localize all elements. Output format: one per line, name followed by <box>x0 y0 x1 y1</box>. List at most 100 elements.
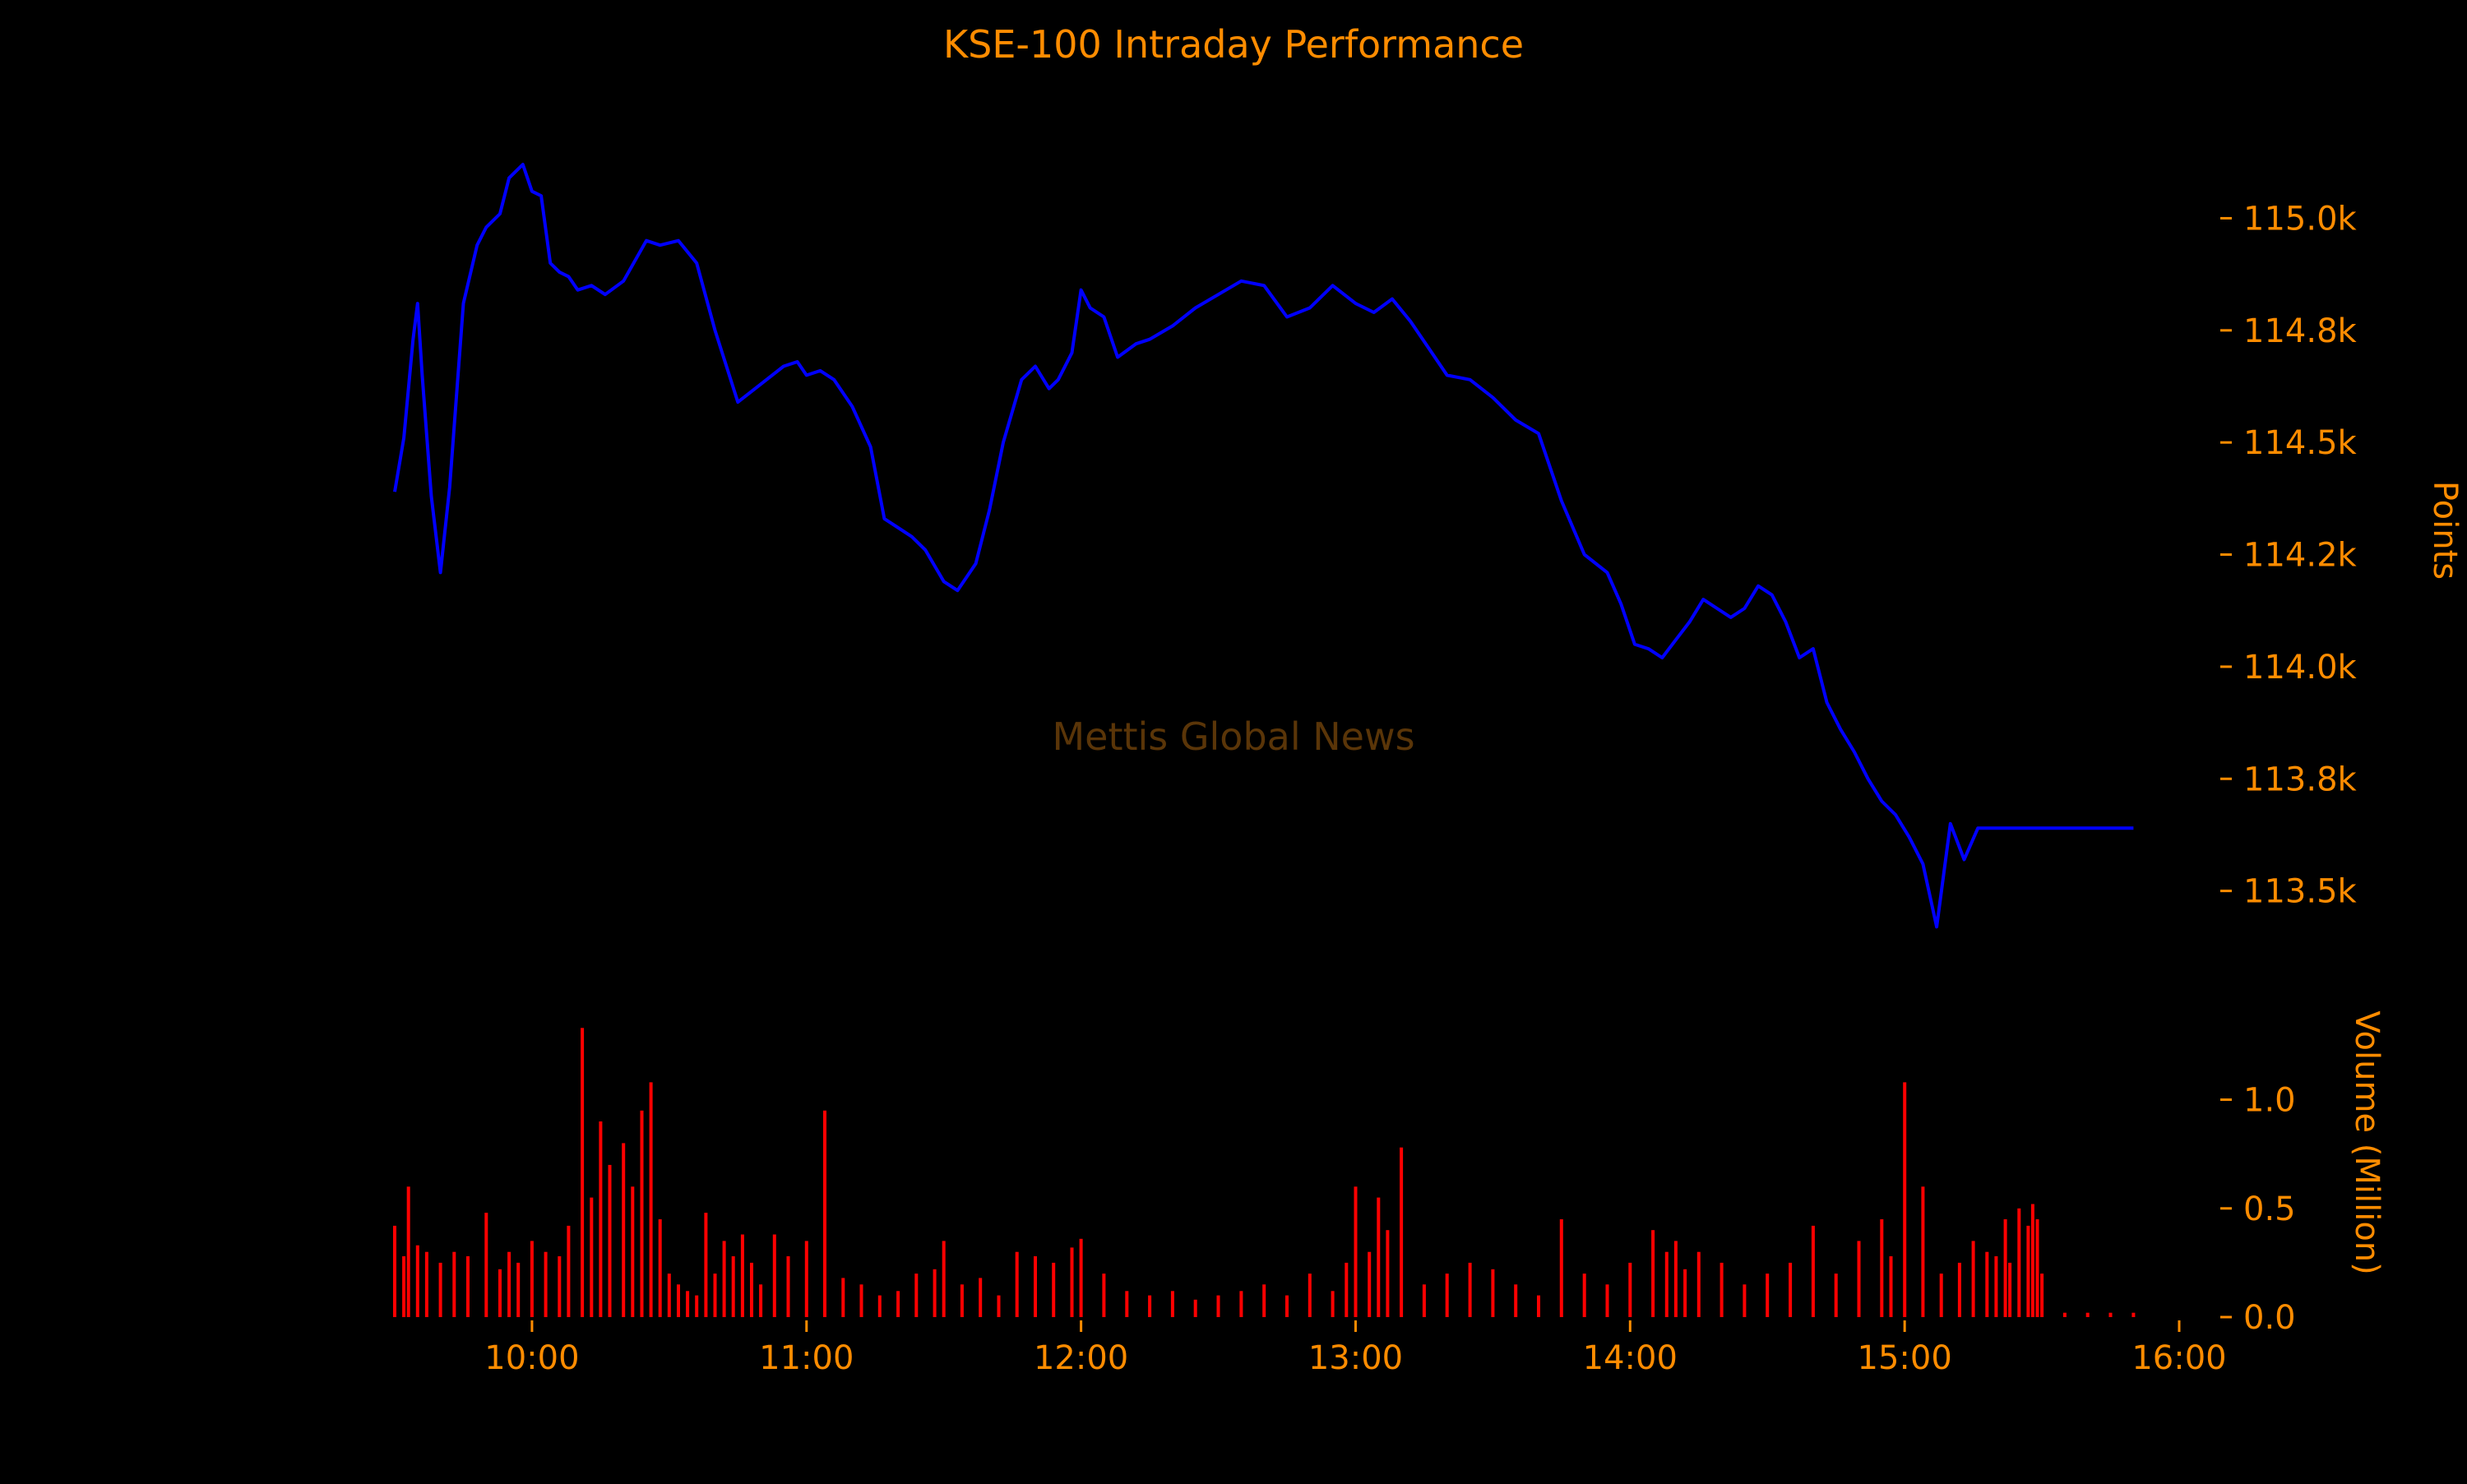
volume-bar <box>2026 1225 2030 1317</box>
volume-bar <box>1468 1262 1472 1317</box>
volume-bar <box>2040 1274 2044 1317</box>
volume-bar <box>823 1110 826 1317</box>
volume-bar <box>2131 1312 2136 1317</box>
volume-bar <box>1070 1247 1074 1317</box>
volume-bar <box>1985 1251 1989 1317</box>
volume-bar <box>1857 1241 1861 1317</box>
volume-bar <box>590 1197 594 1317</box>
volume-bar <box>1285 1295 1289 1317</box>
price-y-tick-label: 114.5k <box>2243 424 2358 462</box>
volume-bar <box>1125 1291 1129 1317</box>
chart-title: KSE-100 Intraday Performance <box>943 22 1524 67</box>
time-x-axis: 10:00 11:00 12:00 13:00 14:00 15:00 16:00 <box>484 1320 2227 1377</box>
volume-bar <box>406 1186 410 1317</box>
volume-bar <box>1514 1284 1518 1317</box>
volume-bar <box>640 1110 644 1317</box>
volume-bar <box>722 1241 726 1317</box>
volume-bar <box>1559 1219 1563 1317</box>
volume-bar <box>649 1082 653 1317</box>
price-y-tick-label: 114.2k <box>2243 537 2358 575</box>
volume-bar <box>558 1256 562 1317</box>
volume-bar <box>1766 1274 1770 1317</box>
volume-bar <box>914 1274 919 1317</box>
volume-bar <box>567 1225 571 1317</box>
volume-bar <box>841 1278 845 1317</box>
volume-bar <box>731 1256 735 1317</box>
volume-bar <box>1994 1256 1998 1317</box>
price-line <box>393 163 2134 929</box>
volume-bar <box>415 1245 419 1317</box>
price-y-axis: 113.5k 113.8k 114.0k 114.2k 114.5k 114.8k 115.… <box>2220 200 2358 911</box>
volume-y-tick-label: 1.0 <box>2243 1082 2296 1120</box>
volume-bar <box>686 1291 690 1317</box>
volume-bar <box>1170 1291 1174 1317</box>
price-axis-label: Points <box>2426 481 2464 580</box>
volume-y-tick-label: 0.5 <box>2243 1190 2296 1228</box>
volume-bar <box>1582 1274 1586 1317</box>
volume-bar <box>1834 1274 1838 1317</box>
watermark-text: Mettis Global News <box>1052 714 1414 759</box>
volume-bar <box>544 1251 548 1317</box>
volume-bar <box>1719 1262 1724 1317</box>
volume-bar <box>1889 1256 1893 1317</box>
volume-bar <box>1651 1230 1655 1317</box>
x-tick-label: 16:00 <box>2131 1339 2226 1377</box>
volume-bar <box>1015 1251 1019 1317</box>
price-y-tick-label: 114.0k <box>2243 649 2358 687</box>
volume-bar <box>1422 1284 1426 1317</box>
volume-bar <box>1193 1299 1197 1317</box>
volume-bar <box>960 1284 964 1317</box>
volume-bar <box>677 1284 680 1317</box>
volume-bar <box>713 1274 717 1317</box>
volume-bar <box>2030 1204 2034 1317</box>
volume-bar <box>1102 1274 1106 1317</box>
volume-bar <box>438 1262 442 1317</box>
volume-bar <box>804 1241 808 1317</box>
volume-bar <box>2008 1262 2012 1317</box>
price-series <box>393 163 2134 929</box>
volume-bar <box>1079 1238 1083 1317</box>
volume-bar <box>1537 1295 1540 1317</box>
x-tick-label: 13:00 <box>1308 1339 1403 1377</box>
x-tick-label: 11:00 <box>759 1339 854 1377</box>
volume-bar <box>484 1213 488 1317</box>
volume-bar <box>1957 1262 1961 1317</box>
volume-bar <box>997 1295 1001 1317</box>
x-tick-label: 10:00 <box>484 1339 579 1377</box>
volume-bar <box>1971 1241 1975 1317</box>
volume-bar <box>1052 1262 1056 1317</box>
volume-bar <box>1743 1284 1747 1317</box>
volume-bar <box>740 1234 744 1317</box>
volume-bar <box>1789 1262 1793 1317</box>
volume-bar <box>402 1256 406 1317</box>
volume-bar <box>786 1256 790 1317</box>
price-y-tick-label: 113.5k <box>2243 873 2358 911</box>
volume-bar <box>759 1284 763 1317</box>
price-y-tick-label: 115.0k <box>2243 200 2358 238</box>
volume-bar <box>1331 1291 1335 1317</box>
volume-bar <box>1034 1256 1037 1317</box>
volume-bar <box>1491 1269 1495 1317</box>
volume-bar <box>1696 1251 1701 1317</box>
volume-bar <box>466 1256 470 1317</box>
volume-bar <box>658 1219 662 1317</box>
volume-bar <box>498 1269 502 1317</box>
volume-bar <box>2003 1219 2007 1317</box>
volume-bar <box>2062 1312 2067 1317</box>
volume-bar <box>1605 1284 1609 1317</box>
volume-bar <box>507 1251 511 1317</box>
volume-bar <box>2035 1219 2039 1317</box>
x-tick-label: 15:00 <box>1858 1339 1952 1377</box>
volume-bar <box>1445 1274 1449 1317</box>
volume-bar <box>772 1234 776 1317</box>
volume-bar <box>608 1164 612 1317</box>
volume-bar <box>1386 1230 1390 1317</box>
volume-bar <box>516 1262 521 1317</box>
volume-bar <box>667 1274 671 1317</box>
volume-bar <box>1880 1219 1884 1317</box>
volume-bar <box>2085 1312 2090 1317</box>
volume-bar <box>1239 1291 1243 1317</box>
volume-bar <box>896 1291 900 1317</box>
